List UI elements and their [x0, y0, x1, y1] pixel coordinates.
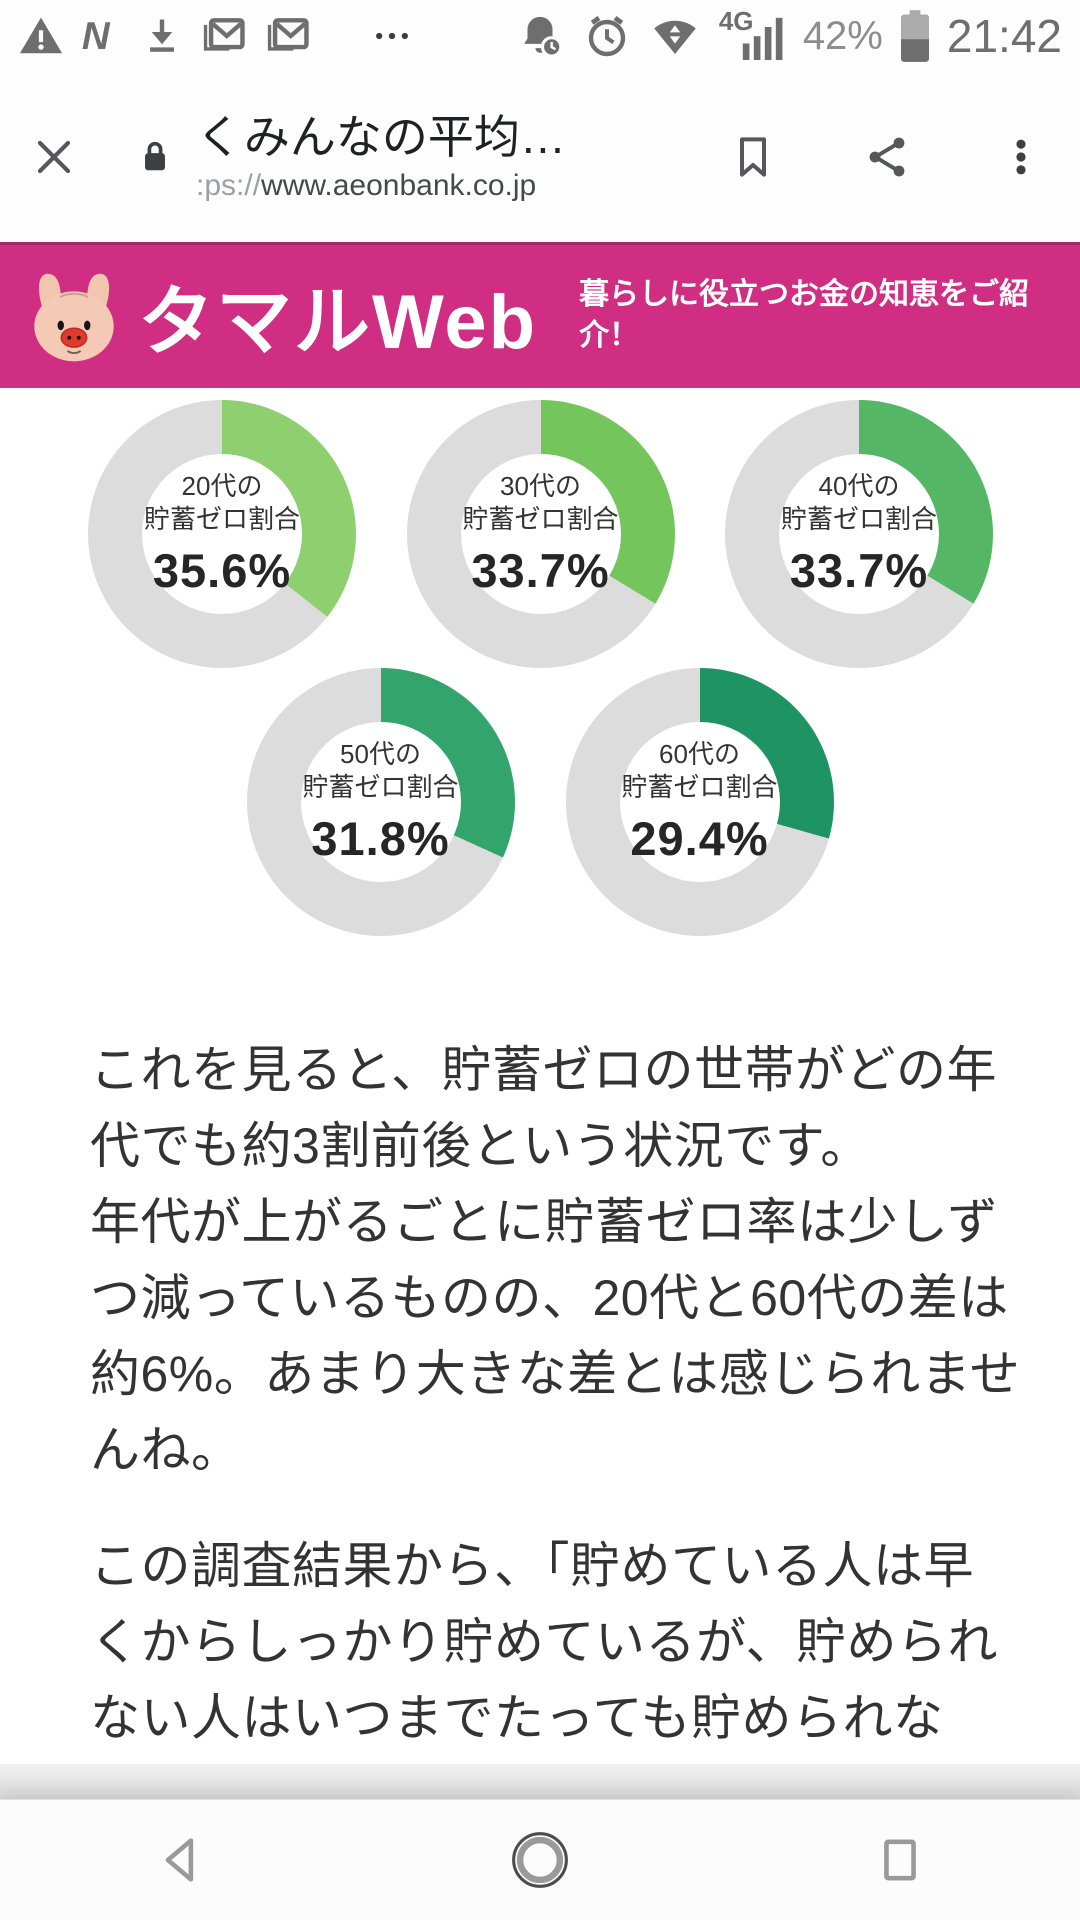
- status-bar: N: [0, 0, 1080, 72]
- donut-label: 貯蓄ゼロ割合: [302, 772, 459, 802]
- donut-center: 50代の 貯蓄ゼロ割合 31.8%: [300, 722, 461, 882]
- close-icon: [37, 140, 71, 174]
- page-title: くみんなの平均…: [196, 111, 566, 163]
- donut-label: 60代の: [659, 739, 740, 769]
- warning-icon: [19, 17, 63, 54]
- donut-label: 40代の: [818, 471, 900, 501]
- donut-chart-40s: 40代の 貯蓄ゼロ割合 33.7%: [725, 400, 993, 668]
- bookmark-icon: [740, 137, 766, 177]
- android-nav-bar: [0, 1800, 1080, 1920]
- share-button[interactable]: [862, 130, 912, 184]
- overflow-menu-icon: [1016, 139, 1026, 175]
- toolbar-actions: [728, 130, 1052, 184]
- donut-label: 貯蓄ゼロ割合: [462, 504, 619, 534]
- battery-percent-label: 42%: [802, 13, 883, 58]
- donut-chart-60s: 60代の 貯蓄ゼロ割合 29.4%: [565, 668, 834, 936]
- overflow-menu-button[interactable]: [996, 130, 1046, 184]
- article-line: この調査結果から、「貯めている人は早: [90, 1538, 974, 1594]
- alarm-clock-icon: [588, 16, 626, 57]
- donut-value: 33.7%: [789, 544, 929, 597]
- pig-mascot-icon: [34, 273, 114, 362]
- donut-label: 貯蓄ゼロ割合: [780, 504, 937, 534]
- site-logo-text: タマルWeb: [138, 280, 538, 365]
- donut-label: 30代の: [500, 471, 581, 501]
- article-line: 約6%。あまり大きな差とは感じられませ: [90, 1346, 1021, 1402]
- site-tagline: 暮らしに役立つお金の知恵をご紹 介！: [579, 274, 1029, 356]
- donut-center: 30代の 貯蓄ゼロ割合 33.7%: [460, 454, 621, 614]
- article-line: これを見ると、貯蓄ゼロの世帯がどの年: [90, 1042, 997, 1098]
- browser-toolbar: くみんなの平均… :ps://www.aeonbank.co.jp: [0, 72, 1080, 242]
- article-line: つ減っているものの、20代と60代の差は: [90, 1270, 1009, 1326]
- donut-label: 20代の: [181, 471, 263, 501]
- donut-label: 50代の: [340, 739, 421, 769]
- more-notifications-icon: [376, 32, 408, 40]
- network-type-label: 4G: [718, 6, 754, 36]
- donut-chart-30s: 30代の 貯蓄ゼロ割合 33.7%: [406, 400, 675, 668]
- close-tab-button[interactable]: [28, 131, 80, 183]
- donut-value: 31.8%: [311, 812, 450, 865]
- donut-value: 35.6%: [152, 544, 292, 597]
- donut-center: 40代の 貯蓄ゼロ割合 33.7%: [779, 454, 939, 614]
- battery-icon: [900, 10, 929, 62]
- status-bar-right: 4G 42% 21:42: [515, 6, 1062, 64]
- gmail-icon: [203, 18, 245, 51]
- site-tagline-line: 暮らしに役立つお金の知恵をご紹: [579, 278, 1030, 311]
- article-line: んね。: [90, 1422, 242, 1478]
- share-icon: [869, 137, 905, 177]
- download-icon: [150, 19, 174, 52]
- bookmark-button[interactable]: [728, 130, 778, 184]
- donut-label: 貯蓄ゼロ割合: [621, 772, 778, 802]
- wifi-transfer-icon: [654, 20, 696, 54]
- svg-text:N: N: [82, 15, 111, 58]
- donut-chart-50s: 50代の 貯蓄ゼロ割合 31.8%: [246, 668, 515, 936]
- article: これを見ると、貯蓄ゼロの世帯がどの年 代でも約3割前後という状況です。年代が上がる…: [90, 1032, 1040, 1756]
- recents-icon: [884, 1839, 916, 1881]
- site-banner-link[interactable]: タマルWeb 暮らしに役立つお金の知恵をご紹 介！: [0, 242, 1080, 388]
- article-line: ない人はいつまでたっても貯められな: [90, 1690, 944, 1746]
- site-tagline-line: 介！: [579, 319, 640, 352]
- page-url: :ps://www.aeonbank.co.jp: [196, 169, 566, 203]
- nav-back-button[interactable]: [0, 1800, 360, 1920]
- reminder-bell-icon: [523, 16, 563, 58]
- back-icon: [165, 1838, 194, 1882]
- url-scheme: :ps://: [196, 169, 262, 202]
- donut-label: 貯蓄ゼロ割合: [143, 504, 300, 534]
- lock-icon: [145, 141, 165, 171]
- donut-value: 33.7%: [471, 544, 610, 597]
- donut-chart-20s: 20代の 貯蓄ゼロ割合 35.6%: [88, 400, 356, 668]
- article-line: 年代が上がるごとに貯蓄ゼロ率は少しず: [90, 1194, 998, 1250]
- article-paragraph: これを見ると、貯蓄ゼロの世帯がどの年 代でも約3割前後という状況です。年代が上がる…: [90, 1032, 1040, 1488]
- home-icon: [512, 1832, 568, 1888]
- url-host: www.aeonbank.co.jp: [261, 169, 537, 202]
- article-line: くからしっかり貯めているが、貯められ: [90, 1614, 998, 1670]
- nav-recents-button[interactable]: [720, 1800, 1080, 1920]
- gmail-icon: [267, 18, 309, 51]
- clipped-content-edge: [0, 1764, 1080, 1800]
- donut-center: 60代の 貯蓄ゼロ割合 29.4%: [619, 722, 780, 882]
- signal-bars-icon: [742, 17, 783, 60]
- page-title-block: くみんなの平均… :ps://www.aeonbank.co.jp: [196, 111, 566, 203]
- nav-home-button[interactable]: [360, 1800, 720, 1920]
- donut-row-2: 50代の 貯蓄ゼロ割合 31.8% 60代の 貯蓄ゼロ割合 29.4%: [0, 668, 1080, 936]
- n-notification-icon: N: [82, 15, 111, 58]
- donut-center: 20代の 貯蓄ゼロ割合 35.6%: [142, 454, 302, 614]
- signal-strength-icon: 4G: [718, 6, 785, 64]
- donut-value: 29.4%: [630, 812, 769, 865]
- clock-label: 21:42: [946, 10, 1062, 62]
- donut-row-1: 20代の 貯蓄ゼロ割合 35.6% 30代の 貯蓄ゼロ割合 33.7% 40代の 貯蓄ゼロ割合…: [88, 400, 993, 668]
- article-line: 代でも約3割前後という状況です。: [90, 1118, 871, 1174]
- article-paragraph: この調査結果から、「貯めている人は早 くからしっかり貯めているが、貯められ ない人は…: [90, 1528, 1040, 1756]
